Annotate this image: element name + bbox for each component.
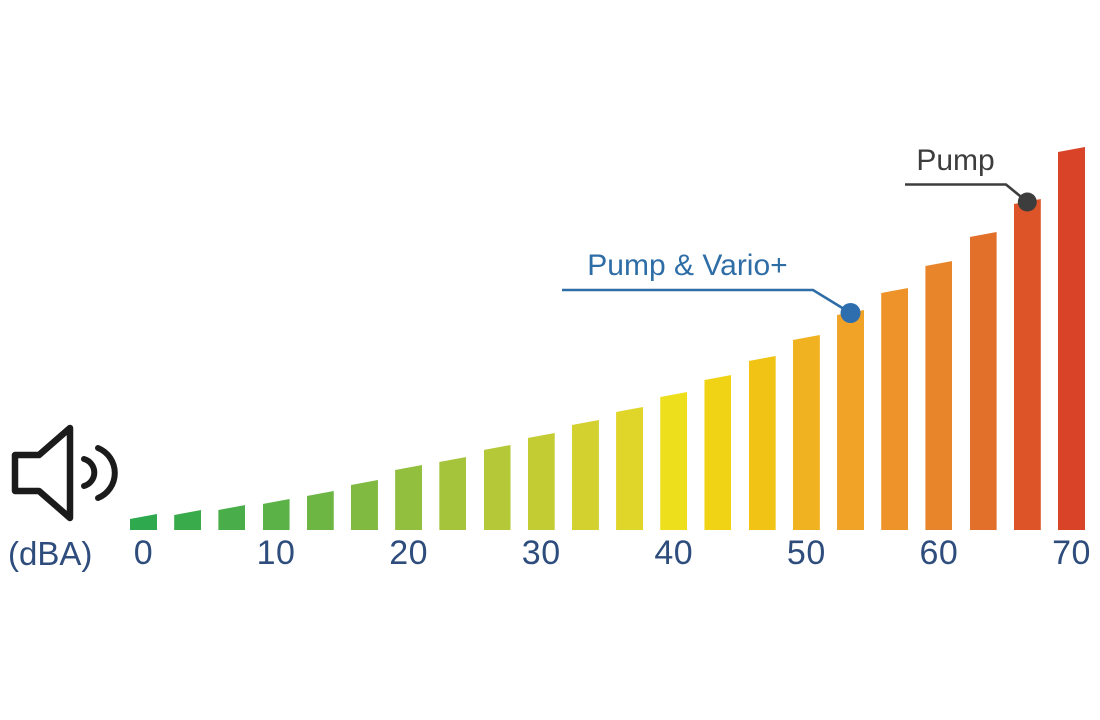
- bar-3.3dba: [174, 510, 202, 530]
- bar-36.7dba: [616, 407, 644, 530]
- sound-wave-inner: [81, 456, 98, 489]
- bar-60dba: [925, 261, 953, 530]
- annotation-line-vario: [562, 288, 852, 315]
- bar-63.3dba: [969, 232, 997, 530]
- bar-43.3dba: [704, 375, 732, 530]
- sound-wave-outer: [95, 445, 118, 501]
- tick-label-50: 50: [786, 534, 826, 572]
- tick-label-10: 10: [256, 534, 296, 572]
- bar-46.7dba: [748, 356, 776, 530]
- axis-unit-label: (dBA): [8, 535, 93, 572]
- bar-56.7dba: [881, 288, 909, 530]
- annotation-label-pump-vario: Pump & Vario+: [587, 249, 788, 282]
- bar-70dba: [1057, 147, 1085, 530]
- bar-0dba: [130, 514, 157, 530]
- speaker-volume-icon: [11, 424, 118, 522]
- speaker-body: [11, 424, 74, 522]
- annotation-line-pump: [905, 183, 1029, 204]
- bar-23.3dba: [439, 457, 467, 530]
- bar-53.3dba: [837, 310, 865, 530]
- tick-label-40: 40: [654, 534, 694, 572]
- tick-label-20: 20: [389, 534, 429, 572]
- bar-20dba: [395, 465, 423, 530]
- tick-label-60: 60: [919, 534, 959, 572]
- bar-50dba: [792, 335, 820, 530]
- bar-6.7dba: [218, 505, 246, 530]
- bar-30dba: [527, 433, 555, 530]
- bar-40dba: [660, 392, 688, 530]
- tick-label-70: 70: [1052, 534, 1091, 572]
- tick-label-30: 30: [521, 534, 561, 572]
- bar-33.3dba: [571, 420, 599, 530]
- annotation-label-pump: Pump: [916, 144, 995, 177]
- tick-label-0: 0: [133, 534, 154, 572]
- bar-13.3dba: [306, 491, 334, 530]
- bar-16.7dba: [350, 480, 378, 530]
- bar-26.7dba: [483, 445, 511, 530]
- bar-10dba: [262, 499, 290, 530]
- bar-66.7dba: [1013, 199, 1041, 530]
